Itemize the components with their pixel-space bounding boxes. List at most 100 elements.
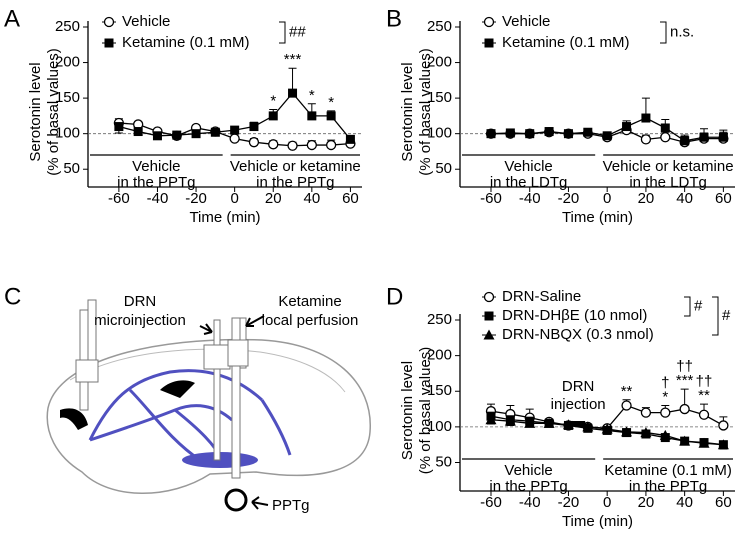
significance-mark: *** bbox=[284, 51, 302, 68]
label: local perfusion bbox=[262, 312, 359, 329]
significance-mark: *** bbox=[676, 372, 694, 389]
target-circle bbox=[224, 488, 248, 512]
y-tick-label: 50 bbox=[63, 160, 80, 177]
y-tick-label: 250 bbox=[55, 18, 80, 35]
cannula bbox=[87, 299, 97, 361]
significance-label: n.s. bbox=[670, 23, 694, 40]
x-tick-label: 0 bbox=[603, 190, 611, 207]
marker bbox=[660, 407, 671, 418]
y-tick-label: 100 bbox=[55, 125, 80, 142]
projection bbox=[260, 399, 292, 456]
y-axis-label: Serotonin level bbox=[399, 62, 416, 161]
marker bbox=[641, 113, 651, 123]
marker bbox=[525, 129, 535, 139]
y-axis-label: (% of basal values) bbox=[417, 347, 434, 475]
marker bbox=[563, 129, 573, 139]
x-tick-label: -40 bbox=[519, 190, 541, 207]
x-tick-label: -20 bbox=[558, 494, 580, 511]
marker bbox=[640, 407, 652, 418]
legend-label: DRN-NBQX (0.3 nmol) bbox=[502, 326, 654, 343]
marker bbox=[699, 132, 709, 142]
y-tick-label: 150 bbox=[427, 89, 452, 106]
x-tick-label: 0 bbox=[230, 190, 238, 207]
injector-hub bbox=[203, 344, 231, 370]
significance-mark: †† bbox=[676, 358, 693, 375]
marker bbox=[306, 139, 317, 151]
x-tick-label: 60 bbox=[715, 494, 732, 511]
marker bbox=[544, 127, 554, 137]
x-tick-label: -60 bbox=[480, 494, 502, 511]
y-tick-label: 250 bbox=[427, 311, 452, 328]
y-tick-label: 200 bbox=[427, 54, 452, 71]
x-tick-label: 20 bbox=[638, 494, 655, 511]
marker bbox=[133, 127, 143, 137]
probe bbox=[231, 317, 241, 479]
marker bbox=[718, 420, 729, 431]
marker bbox=[249, 122, 259, 132]
x-tick-label: 20 bbox=[265, 190, 282, 207]
legend-marker bbox=[484, 38, 494, 48]
period-label: Vehicle or ketamine bbox=[603, 158, 734, 175]
x-tick-label: 40 bbox=[676, 190, 693, 207]
marker bbox=[601, 423, 613, 434]
marker bbox=[505, 128, 515, 138]
marker bbox=[583, 127, 593, 137]
event-label: DRN bbox=[562, 378, 595, 395]
marker bbox=[248, 137, 260, 148]
x-tick-label: 60 bbox=[342, 190, 359, 207]
marker bbox=[287, 140, 298, 151]
projection bbox=[128, 388, 201, 462]
x-tick-label: -40 bbox=[519, 494, 541, 511]
marker bbox=[288, 88, 298, 98]
significance-mark: * bbox=[662, 388, 668, 405]
legend-label: DRN-DHβE (10 nmol) bbox=[502, 307, 647, 324]
marker bbox=[210, 127, 220, 137]
panel-letter: C bbox=[4, 283, 21, 310]
ventricle bbox=[60, 408, 88, 430]
y-tick-label: 200 bbox=[55, 54, 80, 71]
x-tick-label: -60 bbox=[480, 190, 502, 207]
marker bbox=[660, 123, 670, 133]
marker bbox=[172, 130, 182, 140]
marker bbox=[268, 111, 278, 121]
arrow bbox=[245, 315, 265, 327]
x-tick-label: -60 bbox=[108, 190, 130, 207]
x-tick-label: -20 bbox=[185, 190, 207, 207]
significance-mark: ** bbox=[621, 383, 633, 400]
panel-letter: B bbox=[386, 5, 402, 32]
significance-mark: * bbox=[309, 87, 315, 104]
y-axis-label: Serotonin level bbox=[399, 361, 416, 460]
legend-label: Ketamine (0.1 mM) bbox=[502, 34, 630, 51]
panel-c-diagram: C DRN microinjection Ketamine local perf… bbox=[4, 283, 371, 514]
significance-mark: †† bbox=[696, 373, 713, 390]
x-tick-label: 0 bbox=[603, 494, 611, 511]
legend-label: Ketamine (0.1 mM) bbox=[122, 34, 250, 51]
injector bbox=[213, 319, 221, 461]
significance-label: ## bbox=[289, 23, 306, 40]
marker bbox=[679, 435, 691, 446]
arrow bbox=[199, 323, 213, 335]
y-axis-label: (% of basal values) bbox=[45, 48, 62, 176]
marker bbox=[504, 415, 516, 426]
significance-bracket bbox=[712, 296, 719, 336]
y-tick-label: 50 bbox=[435, 160, 452, 177]
marker bbox=[717, 439, 729, 450]
marker bbox=[640, 427, 652, 438]
panel-letter: D bbox=[386, 283, 403, 310]
legend-marker bbox=[104, 38, 114, 48]
legend-marker bbox=[484, 311, 494, 321]
period-label: Vehicle bbox=[132, 158, 180, 175]
marker bbox=[229, 133, 240, 144]
period-label: in the PPTg bbox=[256, 174, 334, 191]
event-label: injection bbox=[551, 396, 606, 413]
period-label: in the PPTg bbox=[117, 174, 195, 191]
marker bbox=[345, 134, 355, 144]
significance-bracket bbox=[279, 21, 286, 44]
period-label: in the LDTg bbox=[490, 174, 568, 191]
x-tick-label: -20 bbox=[558, 190, 580, 207]
period-label: in the PPTg bbox=[629, 478, 707, 495]
marker bbox=[621, 426, 633, 437]
marker bbox=[485, 414, 497, 425]
